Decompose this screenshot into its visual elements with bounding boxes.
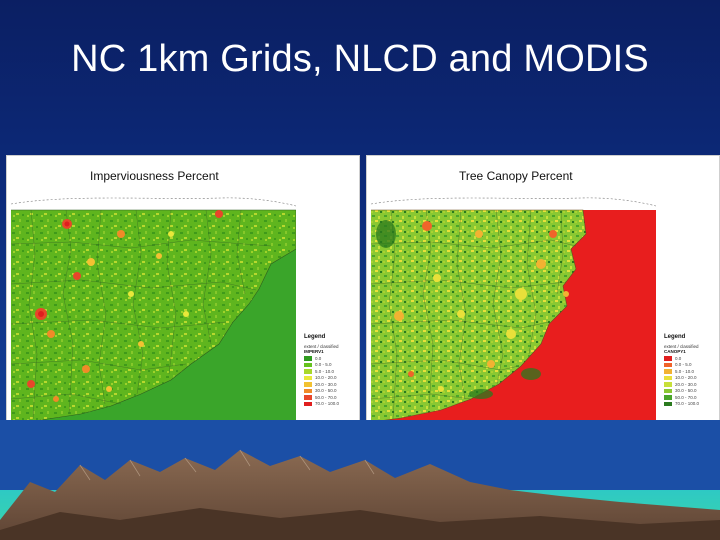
legend-swatch (304, 362, 312, 367)
legend-label: 70.0 - 100.0 (315, 401, 340, 407)
legend-row: 0.0 (664, 355, 716, 362)
legend-row: 50.0 - 70.0 (664, 394, 716, 401)
legend-row: 0.0 - 5.0 (304, 362, 356, 369)
legend-title: Legend (304, 334, 326, 340)
legend-swatch (664, 388, 672, 393)
tree-canopy-map-panel: Tree Canopy Percent (366, 155, 720, 429)
legend-label: 0.0 - 5.0 (315, 362, 332, 368)
legend-row: 70.0 - 100.0 (664, 401, 716, 408)
imperviousness-map-panel: Imperviousness Percent (6, 155, 360, 429)
legend-swatch (664, 395, 672, 400)
legend-swatch (664, 369, 672, 374)
tree-canopy-map (371, 197, 656, 426)
legend-row: 30.0 - 50.0 (304, 388, 356, 395)
legend-subtitle: extent / classified (304, 344, 339, 349)
legend-swatch (664, 356, 672, 361)
mountain-landscape-image (0, 420, 720, 540)
legend-label: 20.0 - 30.0 (315, 381, 337, 387)
legend-items: 0.0 0.0 - 5.0 5.0 - 10.0 10.0 - 20.0 20.0 - … (304, 355, 356, 407)
legend-label: 0.0 - 5.0 (675, 362, 692, 368)
legend-label: 30.0 - 50.0 (315, 388, 337, 394)
legend-label: 10.0 - 20.0 (315, 375, 337, 381)
legend-swatch (664, 382, 672, 387)
legend-swatch (664, 401, 672, 406)
tree-canopy-title: Tree Canopy Percent (459, 169, 573, 183)
legend-swatch (304, 382, 312, 387)
legend-row: 10.0 - 20.0 (304, 375, 356, 382)
legend-swatch (664, 375, 672, 380)
legend-label: 5.0 - 10.0 (315, 368, 335, 374)
legend-row: 5.0 - 10.0 (664, 368, 716, 375)
legend-label: 0.0 (675, 355, 682, 361)
imperviousness-title: Imperviousness Percent (90, 169, 219, 183)
legend-swatch (304, 401, 312, 406)
legend-label: 0.0 (315, 355, 322, 361)
legend-row: 20.0 - 30.0 (664, 381, 716, 388)
slide-title: NC 1km Grids, NLCD and MODIS (71, 38, 649, 80)
legend-label: 5.0 - 10.0 (675, 368, 695, 374)
legend-label: 50.0 - 70.0 (315, 394, 337, 400)
legend-row: 0.0 - 5.0 (664, 362, 716, 369)
legend-row: 20.0 - 30.0 (304, 381, 356, 388)
legend-label: 50.0 - 70.0 (675, 394, 697, 400)
legend-row: 30.0 - 50.0 (664, 388, 716, 395)
legend-swatch (304, 375, 312, 380)
legend-row: 0.0 (304, 355, 356, 362)
imperviousness-legend: Legend extent / classified IMPERV1 0.0 0.… (304, 334, 356, 407)
legend-title: Legend (664, 334, 686, 340)
legend-label: 70.0 - 100.0 (675, 401, 700, 407)
legend-row: 10.0 - 20.0 (664, 375, 716, 382)
legend-swatch (664, 362, 672, 367)
legend-field: CANOPY1 (664, 349, 686, 354)
legend-swatch (304, 356, 312, 361)
legend-row: 50.0 - 70.0 (304, 394, 356, 401)
legend-row: 5.0 - 10.0 (304, 368, 356, 375)
imperviousness-map (11, 197, 296, 426)
legend-row: 70.0 - 100.0 (304, 401, 356, 408)
legend-items: 0.0 0.0 - 5.0 5.0 - 10.0 10.0 - 20.0 20.0 - … (664, 355, 716, 407)
legend-label: 20.0 - 30.0 (675, 381, 697, 387)
legend-swatch (304, 395, 312, 400)
legend-subtitle: extent / classified (664, 344, 699, 349)
legend-swatch (304, 388, 312, 393)
legend-label: 30.0 - 50.0 (675, 388, 697, 394)
legend-swatch (304, 369, 312, 374)
legend-field: IMPERV1 (304, 349, 324, 354)
tree-canopy-legend: Legend extent / classified CANOPY1 0.0 0.… (664, 334, 716, 407)
legend-label: 10.0 - 20.0 (675, 375, 697, 381)
